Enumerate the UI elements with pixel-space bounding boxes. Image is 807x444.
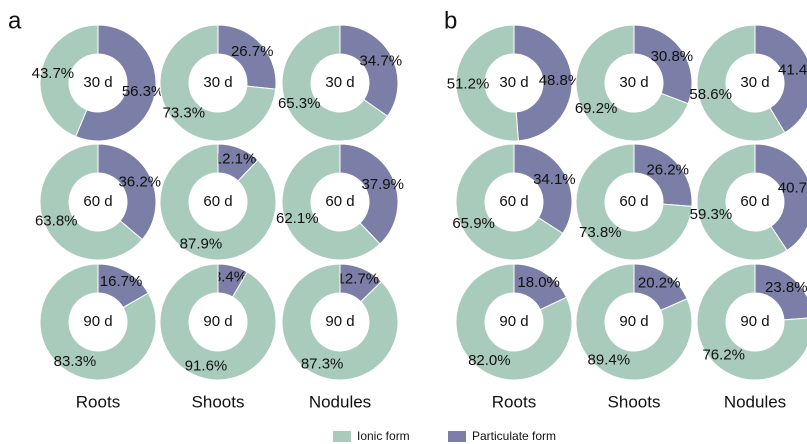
value-label: 76.2%	[702, 347, 745, 364]
center-label: 60 d	[203, 193, 232, 210]
legend-swatch	[448, 431, 466, 442]
donut-segment	[633, 24, 693, 105]
donut-segment	[339, 24, 399, 117]
center-label: 30 d	[740, 74, 769, 91]
center-label: 90 d	[325, 313, 354, 330]
center-label: 90 d	[499, 313, 528, 330]
panel-label: b	[444, 7, 457, 34]
value-label: 43.7%	[32, 65, 75, 82]
center-label: 60 d	[740, 193, 769, 210]
center-label: 90 d	[619, 313, 648, 330]
donut-segment	[159, 143, 277, 261]
donut-segment	[696, 263, 807, 381]
value-label: 89.4%	[588, 351, 631, 368]
column-label: Roots	[76, 392, 120, 411]
value-label: 12.7%	[337, 271, 380, 288]
donut-segment	[281, 263, 399, 381]
donut-segment	[696, 24, 786, 142]
donut-segment	[159, 263, 277, 381]
value-label: 20.2%	[638, 274, 681, 291]
value-label: 23.8%	[765, 279, 807, 296]
donut-segment	[754, 263, 807, 321]
value-label: 69.2%	[575, 100, 618, 117]
donut-segment	[159, 24, 277, 142]
donut-segment	[455, 263, 573, 381]
column-label: Nodules	[309, 392, 371, 411]
value-label: 37.9%	[361, 176, 404, 193]
donut-segment	[575, 24, 689, 142]
value-label: 82.0%	[468, 352, 511, 369]
legend-swatch	[333, 431, 351, 442]
donut-segment	[575, 263, 693, 381]
value-label: 48.8%	[539, 72, 582, 89]
value-label: 8.4%	[213, 269, 247, 286]
column-label: Roots	[492, 392, 536, 411]
value-label: 51.2%	[447, 76, 490, 93]
value-label: 65.9%	[452, 215, 495, 232]
value-label: 65.3%	[278, 95, 321, 112]
center-label: 60 d	[83, 193, 112, 210]
value-label: 63.8%	[35, 212, 78, 229]
value-label: 83.3%	[54, 353, 97, 370]
donut-segment	[754, 24, 807, 134]
value-label: 26.2%	[646, 162, 689, 179]
donut-segment	[513, 24, 573, 142]
value-label: 87.3%	[301, 355, 344, 372]
value-label: 59.3%	[690, 206, 733, 223]
center-label: 60 d	[619, 193, 648, 210]
value-label: 56.3%	[122, 83, 165, 100]
donut-segment	[217, 24, 277, 90]
value-label: 34.7%	[360, 53, 403, 70]
value-label: 73.8%	[579, 224, 622, 241]
donut-segment	[281, 143, 381, 261]
value-label: 34.1%	[533, 171, 576, 188]
value-label: 91.6%	[185, 357, 228, 374]
value-label: 58.6%	[689, 86, 732, 103]
legend-label: Particulate form	[472, 429, 556, 443]
center-label: 90 d	[203, 313, 232, 330]
center-label: 30 d	[83, 74, 112, 91]
donut-segment	[633, 143, 693, 207]
value-label: 12.1%	[214, 150, 257, 167]
donut-segment	[339, 143, 399, 245]
donut-segment	[575, 143, 693, 261]
center-label: 30 d	[203, 74, 232, 91]
center-label: 60 d	[325, 193, 354, 210]
center-label: 30 d	[325, 74, 354, 91]
donut-segment	[696, 143, 788, 261]
donut-segment	[39, 24, 99, 138]
panel-label: a	[8, 7, 22, 34]
value-label: 40.7%	[778, 180, 807, 197]
center-label: 30 d	[619, 74, 648, 91]
value-label: 26.7%	[231, 43, 274, 60]
value-label: 41.4%	[778, 62, 807, 79]
donut-segment	[97, 143, 157, 241]
center-label: 30 d	[499, 74, 528, 91]
center-label: 90 d	[740, 313, 769, 330]
donut-segment	[455, 143, 564, 261]
legend-label: Ionic form	[357, 429, 410, 443]
column-label: Shoots	[608, 392, 661, 411]
center-label: 90 d	[83, 313, 112, 330]
value-label: 36.2%	[118, 174, 161, 191]
value-label: 87.9%	[180, 236, 223, 253]
column-label: Shoots	[192, 392, 245, 411]
donut-segment	[754, 143, 807, 252]
donut-segment	[39, 143, 143, 261]
value-label: 62.1%	[276, 210, 319, 227]
donut-segment	[74, 24, 157, 142]
value-label: 73.3%	[163, 105, 206, 122]
value-label: 16.7%	[100, 273, 143, 290]
donut-segment	[513, 143, 573, 235]
donut-segment	[281, 24, 389, 142]
center-label: 60 d	[499, 193, 528, 210]
donut-segment	[455, 24, 519, 142]
donut-segment	[39, 263, 157, 381]
value-label: 30.8%	[651, 48, 694, 65]
column-label: Nodules	[724, 392, 786, 411]
value-label: 18.0%	[517, 274, 560, 291]
